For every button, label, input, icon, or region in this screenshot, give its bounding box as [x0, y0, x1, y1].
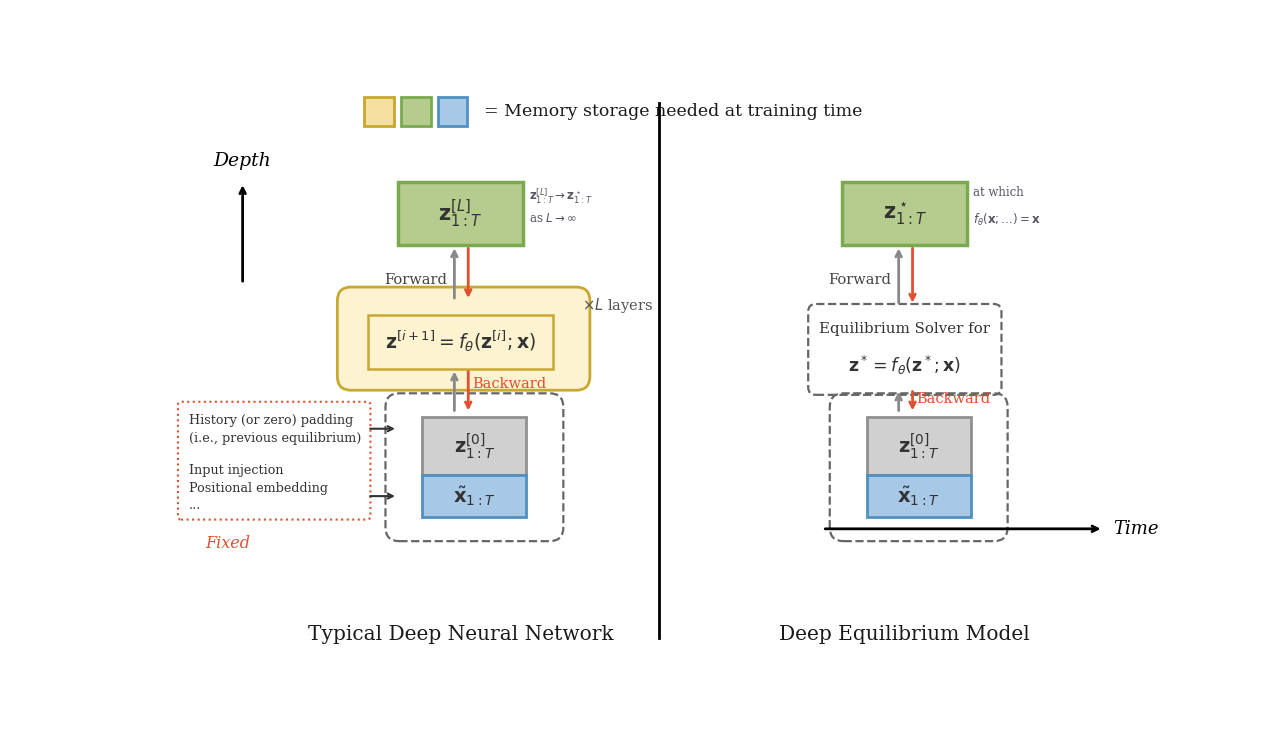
- Text: Input injection
Positional embedding
...: Input injection Positional embedding ...: [189, 464, 328, 512]
- Bar: [866, 417, 970, 475]
- Text: $\mathbf{z}^{[L]}_{1:T} \to \mathbf{z}^\star_{1:T}$: $\mathbf{z}^{[L]}_{1:T} \to \mathbf{z}^\…: [529, 186, 593, 206]
- Bar: [422, 417, 526, 475]
- Bar: [398, 182, 523, 245]
- Text: as $L \to \infty$: as $L \to \infty$: [529, 212, 578, 224]
- Text: Time: Time: [1113, 520, 1158, 538]
- Text: History (or zero) padding
(i.e., previous equilibrium): History (or zero) padding (i.e., previou…: [189, 414, 362, 444]
- Text: $\tilde{\mathbf{x}}_{1:T}$: $\tilde{\mathbf{x}}_{1:T}$: [897, 484, 940, 507]
- Bar: [438, 97, 467, 126]
- Text: Backward: Backward: [916, 392, 991, 406]
- Text: $\mathbf{z}^{[L]}_{1:T}$: $\mathbf{z}^{[L]}_{1:T}$: [439, 198, 483, 230]
- Text: $\mathbf{z}^* = f_\theta(\mathbf{z}^*;\mathbf{x})$: $\mathbf{z}^* = f_\theta(\mathbf{z}^*;\m…: [848, 354, 961, 377]
- Text: Backward: Backward: [472, 377, 546, 391]
- Bar: [364, 97, 394, 126]
- Text: $\mathbf{z}^{[0]}_{1:T}$: $\mathbf{z}^{[0]}_{1:T}$: [898, 431, 940, 461]
- Text: Deep Equilibrium Model: Deep Equilibrium Model: [780, 626, 1030, 644]
- Bar: [843, 182, 968, 245]
- Bar: [402, 97, 431, 126]
- Text: Fixed: Fixed: [206, 535, 251, 552]
- Text: $f_\theta(\mathbf{x};\ldots) = \mathbf{x}$: $f_\theta(\mathbf{x};\ldots) = \mathbf{x…: [973, 212, 1041, 227]
- Bar: [368, 315, 553, 369]
- FancyBboxPatch shape: [337, 287, 589, 390]
- Text: Forward: Forward: [384, 273, 447, 287]
- Text: = Memory storage needed at training time: = Memory storage needed at training time: [484, 103, 862, 120]
- Text: at which: at which: [973, 186, 1024, 199]
- Text: $\mathbf{z}^\star_{1:T}$: $\mathbf{z}^\star_{1:T}$: [883, 201, 927, 227]
- Text: $\tilde{\mathbf{x}}_{1:T}$: $\tilde{\mathbf{x}}_{1:T}$: [453, 484, 495, 507]
- Text: $\mathbf{z}^{[0]}_{1:T}$: $\mathbf{z}^{[0]}_{1:T}$: [454, 431, 495, 461]
- Bar: [866, 475, 970, 517]
- Text: $\mathbf{z}^{[i+1]} = f_\theta(\mathbf{z}^{[i]}; \mathbf{x})$: $\mathbf{z}^{[i+1]} = f_\theta(\mathbf{z…: [385, 329, 535, 354]
- FancyBboxPatch shape: [808, 304, 1001, 395]
- Text: $\times L$ layers: $\times L$ layers: [582, 296, 654, 315]
- Text: Depth: Depth: [214, 152, 272, 170]
- Text: Forward: Forward: [828, 273, 891, 287]
- Text: Equilibrium Solver for: Equilibrium Solver for: [820, 322, 990, 336]
- Bar: [422, 475, 526, 517]
- Text: Typical Deep Neural Network: Typical Deep Neural Network: [308, 626, 614, 644]
